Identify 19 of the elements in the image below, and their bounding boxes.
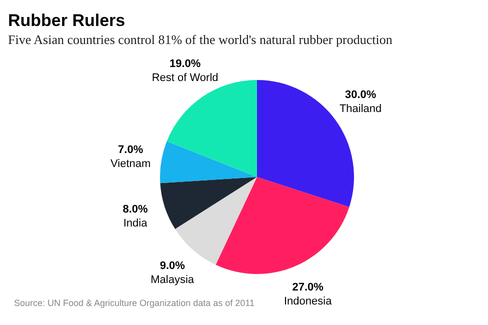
slice-label: India xyxy=(123,218,148,230)
data-label: 7.0% xyxy=(118,144,144,156)
data-label: 9.0% xyxy=(160,260,186,272)
pie-slice xyxy=(216,177,350,274)
slice-label: Malaysia xyxy=(150,274,195,286)
chart-subtitle: Five Asian countries control 81% of the world's natural rubber production xyxy=(8,32,393,47)
data-label: 30.0% xyxy=(344,88,376,101)
pie-slice xyxy=(160,141,257,184)
slice-label: Vietnam xyxy=(110,158,151,170)
slice-label: Indonesia xyxy=(284,295,333,308)
source-note: Source: UN Food & Agriculture Organization data as of 2011 xyxy=(14,298,254,308)
pie-slice xyxy=(160,177,257,229)
slice-label: Rest of World xyxy=(152,72,218,84)
chart-title: Rubber Rulers xyxy=(8,11,126,30)
data-label: 19.0% xyxy=(169,58,201,70)
data-label: 27.0% xyxy=(292,281,324,294)
slice-label: Thailand xyxy=(339,102,382,115)
pie-slice xyxy=(166,80,257,177)
data-label: 8.0% xyxy=(122,204,148,216)
